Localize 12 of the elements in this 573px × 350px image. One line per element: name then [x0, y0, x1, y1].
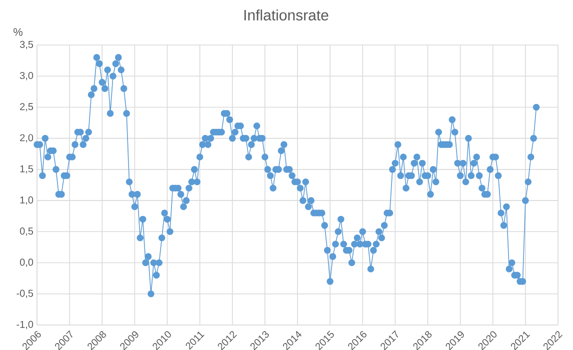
y-tick-label: 2,5: [20, 103, 34, 112]
y-tick-label: -1,0: [16, 320, 34, 330]
y-tick-label: 0,0: [20, 258, 34, 267]
y-tick-label: 3,5: [20, 40, 34, 50]
y-axis-title: %: [14, 28, 22, 36]
y-tick-label: 1,5: [20, 165, 34, 174]
y-tick-label: 0,5: [20, 228, 34, 236]
chart-title: Inflationsrate: [244, 9, 328, 20]
y-tick-label: 2,0: [20, 134, 34, 142]
y-tick-label: -0,5: [16, 290, 34, 298]
y-tick-label: 3,0: [20, 72, 34, 80]
y-tick-label: 1,0: [20, 196, 34, 205]
